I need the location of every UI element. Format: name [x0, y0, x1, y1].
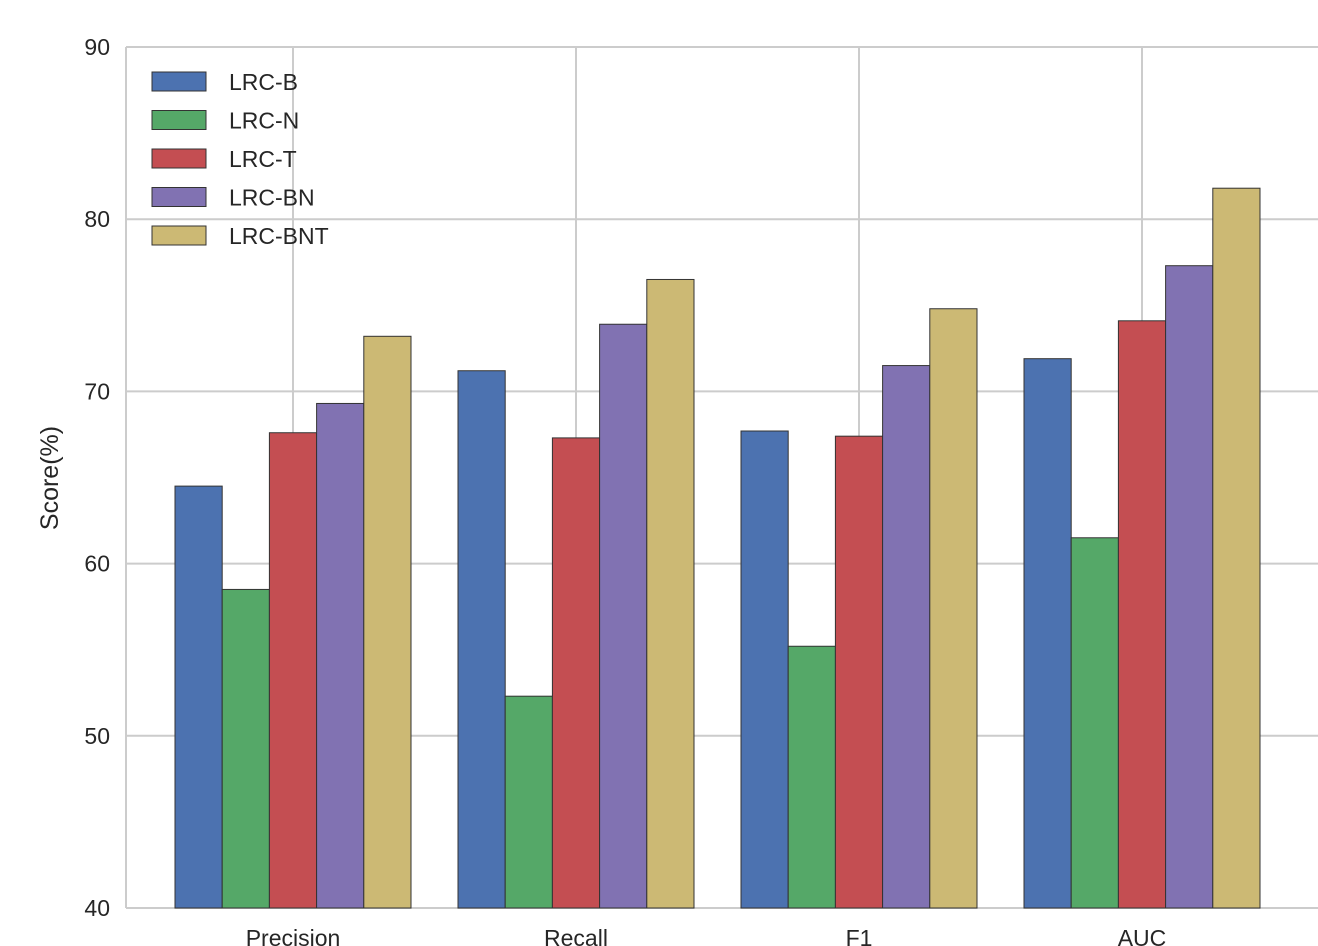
legend-swatch-lrc-bnt: [151, 225, 207, 246]
bar-lrc-bnt-f1: [929, 308, 978, 909]
bar-lrc-b-precision: [174, 485, 223, 909]
y-tick-label: 80: [84, 206, 110, 232]
bar-lrc-b-recall: [457, 370, 506, 909]
bar-lrc-t-auc: [1117, 320, 1167, 909]
y-tick-label: 70: [84, 378, 110, 404]
y-axis-label: Score(%): [36, 426, 64, 530]
legend-label-lrc-bnt: LRC-BNT: [229, 223, 329, 249]
bar-lrc-bnt-auc: [1212, 187, 1261, 909]
bar-lrc-t-f1: [834, 435, 884, 909]
x-tick-label: AUC: [1118, 925, 1167, 946]
bar-lrc-bn-auc: [1165, 265, 1214, 909]
bar-lrc-n-precision: [221, 588, 270, 909]
bar-lrc-b-auc: [1023, 358, 1072, 909]
legend: LRC-B LRC-N LRC-T LRC-BN LRC-BNT: [151, 69, 329, 249]
bar-lrc-t-recall: [551, 437, 601, 909]
legend-label-lrc-n: LRC-N: [229, 108, 299, 134]
y-tick-label: 60: [84, 551, 110, 577]
x-tick-label: Recall: [544, 925, 608, 946]
bar-lrc-bnt-precision: [363, 335, 412, 909]
y-tick-label: 50: [84, 723, 110, 749]
bar-lrc-bn-recall: [599, 323, 648, 909]
legend-label-lrc-b: LRC-B: [229, 69, 298, 95]
legend-label-lrc-bn: LRC-BN: [229, 185, 315, 211]
y-tick-labels: 40 50 60 70 80 90: [84, 34, 110, 921]
y-tick-label: 90: [84, 34, 110, 60]
bar-lrc-t-precision: [268, 432, 318, 909]
legend-swatch-lrc-bn: [151, 187, 207, 207]
bar-lrc-n-f1: [787, 645, 836, 909]
x-tick-label: F1: [846, 925, 873, 946]
legend-swatch-lrc-n: [151, 110, 207, 130]
bar-lrc-bn-f1: [882, 365, 931, 909]
x-tick-labels: Precision Recall F1 AUC: [246, 925, 1167, 946]
bar-lrc-n-recall: [504, 695, 553, 909]
y-tick-label: 40: [84, 895, 110, 921]
legend-label-lrc-t: LRC-T: [229, 146, 297, 172]
x-tick-label: Precision: [246, 925, 341, 946]
bar-lrc-n-auc: [1070, 537, 1119, 909]
bar-lrc-bn-precision: [316, 402, 365, 909]
legend-swatch-lrc-b: [151, 71, 207, 92]
bar-lrc-bnt-recall: [646, 278, 695, 909]
legend-swatch-lrc-t: [151, 148, 207, 169]
bar-series-group: [174, 187, 1261, 909]
bar-lrc-b-f1: [740, 430, 789, 909]
